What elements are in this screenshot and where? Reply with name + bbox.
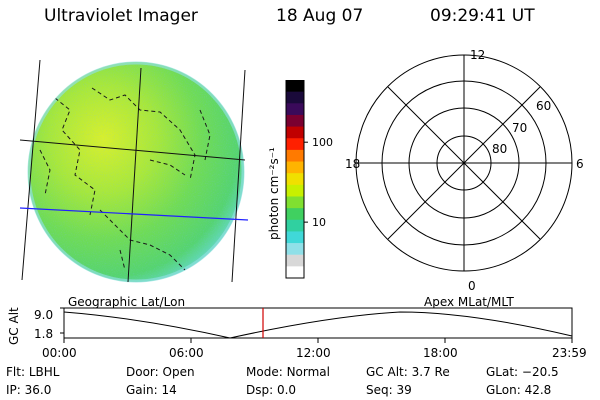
orbit-xtick-2: 12:00 bbox=[296, 346, 331, 360]
orbit-altitude-curve bbox=[63, 311, 573, 339]
mlt-label-12: 12 bbox=[470, 48, 485, 62]
colorbar-swatch bbox=[286, 103, 304, 116]
door-status: Door: Open bbox=[126, 365, 195, 379]
polar-caption: Apex MLat/MLT bbox=[424, 295, 514, 309]
colorbar-swatch bbox=[286, 266, 304, 279]
colorbar-swatch bbox=[286, 208, 304, 221]
colorbar-swatch bbox=[286, 196, 304, 209]
orbit-xtick-4: 23:59 bbox=[552, 346, 587, 360]
glat-status: GLat: −20.5 bbox=[486, 365, 559, 379]
mode-status: Mode: Normal bbox=[246, 365, 330, 379]
colorbar-swatch bbox=[286, 254, 304, 267]
image-caption: Geographic Lat/Lon bbox=[68, 295, 186, 309]
lat-lon-grid bbox=[19, 59, 246, 283]
seq-status: Seq: 39 bbox=[366, 383, 412, 397]
colorbar-swatch bbox=[286, 149, 304, 163]
orbit-ytick-min: 1.8 bbox=[34, 327, 54, 341]
orbit-xtick-0: 00:00 bbox=[42, 346, 77, 360]
colorbar-swatch bbox=[286, 231, 304, 244]
equator-line bbox=[19, 207, 249, 221]
filter-status: Flt: LBHL bbox=[6, 365, 60, 379]
colorbar-swatch bbox=[286, 173, 304, 186]
gain-status: Gain: 14 bbox=[126, 383, 177, 397]
colorbar-frame bbox=[285, 80, 305, 279]
colorbar-swatch bbox=[286, 219, 304, 232]
gc-alt-status: GC Alt: 3.7 Re bbox=[366, 365, 450, 379]
ip-status: IP: 36.0 bbox=[6, 383, 52, 397]
colorbar-swatch bbox=[286, 243, 304, 256]
mlt-label-6: 6 bbox=[576, 157, 584, 171]
colorbar-tick-label-0: 100 bbox=[312, 136, 333, 149]
lat-label-70: 70 bbox=[512, 121, 527, 135]
colorbar-swatch bbox=[286, 80, 304, 93]
time-label: 09:29:41 UT bbox=[430, 6, 535, 26]
coastline-overlay bbox=[39, 87, 211, 271]
orbit-xtick-1: 06:00 bbox=[169, 346, 204, 360]
dsp-status: Dsp: 0.0 bbox=[246, 383, 297, 397]
colorbar-swatch bbox=[286, 126, 304, 139]
lat-label-80: 80 bbox=[492, 142, 507, 156]
colorbar-swatch bbox=[286, 184, 304, 197]
orbit-xtick-3: 18:00 bbox=[423, 346, 458, 360]
earth-disk bbox=[27, 61, 245, 283]
colorbar-swatch bbox=[286, 114, 304, 128]
polar-mlat-mlt-plot: 12 0 18 6 60 70 80 bbox=[345, 48, 584, 290]
lat-label-60: 60 bbox=[536, 99, 551, 113]
colorbar-tick-label-1: 10 bbox=[312, 216, 326, 229]
mlt-label-0: 0 bbox=[468, 279, 476, 290]
colorbar-swatch bbox=[286, 161, 304, 174]
date-label: 18 Aug 07 bbox=[276, 6, 364, 26]
colorbar-swatch bbox=[286, 91, 304, 104]
instrument-title: Ultraviolet Imager bbox=[44, 6, 198, 26]
glon-status: GLon: 42.8 bbox=[486, 383, 552, 397]
colorbar: 100 10 bbox=[285, 80, 333, 279]
colorbar-swatch bbox=[286, 138, 304, 151]
mlt-label-18: 18 bbox=[345, 157, 360, 171]
orbit-ytick-max: 9.0 bbox=[34, 308, 54, 322]
